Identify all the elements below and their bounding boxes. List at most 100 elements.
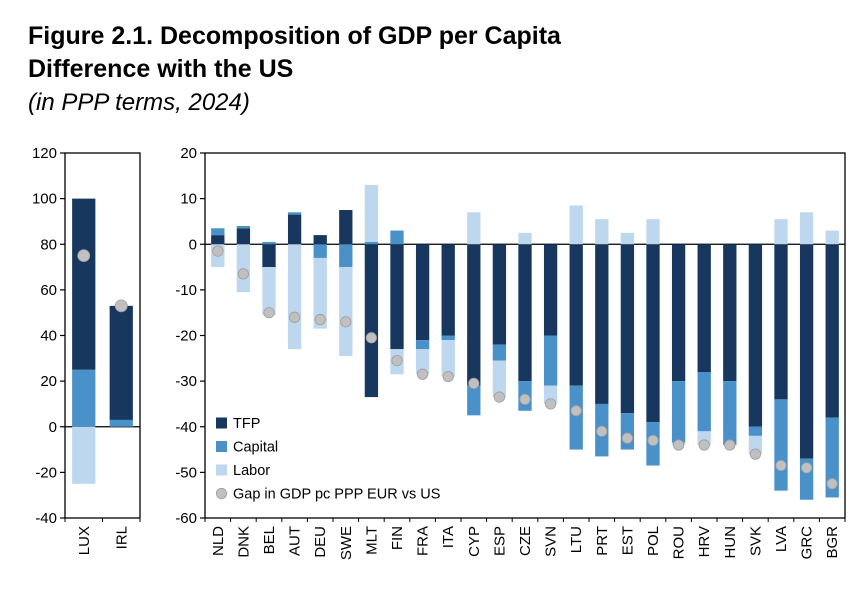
bar-segment-Labor-AUT [287,244,302,350]
bar-segment-Capital-FRA [415,340,430,350]
bar-segment-Capital-ITA [441,335,455,341]
bar-segment-Capital-ROU [671,381,686,443]
bar-segment-TFP-FRA [415,244,430,341]
bar-segment-Capital-LUX [72,369,96,427]
bar-segment-TFP-HUN [723,244,737,382]
category-label-PRT: PRT [594,526,611,556]
y-tick-label: -40 [175,419,197,436]
bar-segment-TFP-PRT [595,244,609,404]
bar-segment-TFP-LVA [774,244,788,400]
gap-dot-MLT [365,332,377,344]
category-label-ROU: ROU [671,526,688,559]
bar-segment-Labor-BGR [825,230,839,245]
y-tick-label: 100 [32,191,57,208]
bar-segment-Labor-DEU [313,257,327,329]
legend-label-gap: Gap in GDP pc PPP EUR vs US [233,487,440,503]
y-tick-label: 0 [49,419,57,436]
category-label-EST: EST [619,526,636,555]
category-label-DNK: DNK [235,526,252,558]
bar-segment-Capital-ESP [492,344,507,361]
legend-label-TFP: TFP [233,416,260,432]
bar-segment-TFP-FIN [390,244,404,350]
bar-segment-Capital-AUT [287,212,302,215]
bar-segment-Labor-EST [620,232,635,245]
y-tick-label: 60 [40,282,57,299]
gap-dot-FRA [416,368,429,380]
bar-segment-Labor-ESP [492,360,507,398]
bar-segment-TFP-LUX [72,198,96,370]
bar-segment-TFP-CYP [467,244,481,386]
gap-dot-SWE [340,316,352,328]
bar-segment-TFP-GRC [799,244,814,459]
bar-segment-Capital-MLT [364,241,379,245]
bar-segment-Labor-BEL [262,267,276,315]
gap-dot-AUT [289,311,301,323]
bar-segment-Capital-HRV [697,372,711,432]
category-label-BEL: BEL [261,526,278,554]
bar-segment-Labor-LVA [774,219,788,245]
bar-segment-Capital-DNK [236,226,251,229]
y-tick-label: -50 [175,464,197,481]
legend-swatch-TFP [216,417,227,429]
bar-segment-Labor-PRT [595,219,609,245]
bar-segment-Capital-FIN [390,230,404,245]
y-tick-label: 40 [40,328,57,345]
gap-dot-FIN [391,354,403,367]
y-tick-label: -40 [35,510,57,527]
bar-segment-Capital-LTU [569,385,583,450]
gap-dot-NLD [212,245,224,257]
bar-segment-TFP-IRL [109,305,133,420]
category-label-IRL: IRL [113,526,130,549]
category-label-HUN: HUN [722,526,739,559]
category-label-GRC: GRC [799,526,816,560]
gap-dot-ITA [442,370,454,383]
bar-segment-Capital-DEU [313,244,327,258]
y-tick-label: 20 [180,145,197,162]
y-tick-label: -30 [175,373,197,390]
legend-marker-gap [215,487,228,500]
y-tick-label: 10 [180,191,197,208]
figure-title-line2: Difference with the US [28,55,294,83]
bar-segment-Labor-LTU [569,205,583,245]
bar-segment-TFP-SWE [339,210,353,245]
gap-dot-DNK [237,268,250,280]
legend-swatch-Labor [216,464,227,476]
gap-dot-LTU [570,405,582,417]
bar-segment-Labor-MLT [364,184,379,242]
category-label-LUX: LUX [76,526,93,555]
bar-segment-TFP-EST [620,244,635,414]
y-tick-label: -20 [35,464,57,481]
figure-title-line1: Figure 2.1. Decomposition of GDP per Cap… [28,22,561,50]
category-label-ESP: ESP [491,526,508,556]
gap-dot-ESP [493,391,505,403]
bar-segment-TFP-HRV [697,244,711,372]
gap-dot-ROU [672,439,685,451]
bar-segment-TFP-SVN [543,244,558,336]
bar-segment-TFP-MLT [364,244,379,398]
gap-dot-IRL [114,299,128,313]
bar-segment-TFP-BEL [262,244,276,268]
bar-segment-Labor-SVN [543,385,558,404]
bar-segment-TFP-DNK [236,228,251,245]
y-tick-label: -60 [175,510,197,527]
bar-segment-Capital-LVA [774,399,788,491]
legend-label-Labor: Labor [233,463,270,479]
left-panel-chart: -40 -20 0 20 40 60 80 100 120 LUX IRL [32,145,141,555]
right-panel-chart: -60 -50 -40 -30 -20 -10 0 10 20 NLD DNK BEL AUT DEU SW… [175,145,846,560]
gap-dot-BEL [263,307,275,319]
gap-dot-PRT [596,425,608,437]
gap-dot-HRV [698,439,710,451]
bar-segment-Capital-SVK [748,426,763,436]
y-tick-label: 0 [189,236,197,253]
category-label-LVA: LVA [773,526,790,552]
gap-dot-BGR [826,478,838,490]
bar-segment-TFP-LTU [569,244,583,386]
bar-segment-Labor-ITA [441,340,455,377]
category-label-NLD: NLD [210,526,227,556]
gap-dot-GRC [800,462,813,474]
legend-swatch-Capital [216,441,227,452]
bar-segment-Labor-FRA [415,349,430,375]
gap-dot-CYP [468,377,480,390]
bar-segment-Capital-SWE [339,244,353,268]
bar-segment-TFP-POL [646,244,660,423]
